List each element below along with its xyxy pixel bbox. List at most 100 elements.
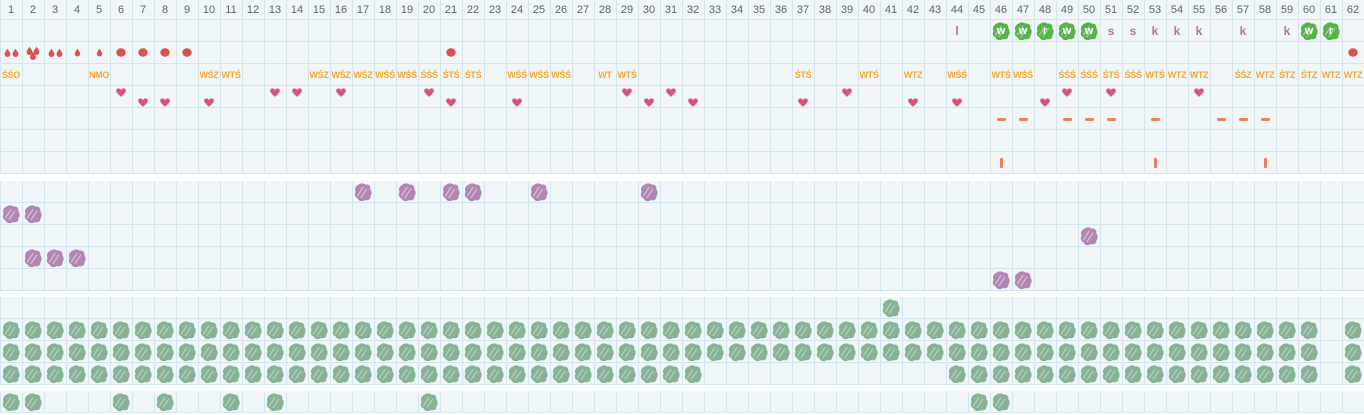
- cervix-code[interactable]: WTŚ: [221, 69, 241, 80]
- symptom-mark[interactable]: [418, 364, 440, 384]
- sensation-letter-blob[interactable]: w: [990, 21, 1012, 41]
- mucus-mark[interactable]: [66, 248, 88, 268]
- symptom-mark[interactable]: [396, 364, 418, 384]
- intercourse-mark[interactable]: [264, 87, 286, 98]
- sensation-letter[interactable]: k: [1239, 23, 1247, 38]
- symptom-mark[interactable]: [1034, 342, 1056, 362]
- symptom-mark[interactable]: [44, 320, 66, 340]
- symptom-mark[interactable]: [396, 342, 418, 362]
- symptom-mark[interactable]: [0, 364, 22, 384]
- symptom-mark[interactable]: [1188, 320, 1210, 340]
- symptom-mark[interactable]: [22, 364, 44, 384]
- dash-mark[interactable]: [1106, 118, 1116, 121]
- cervix-code[interactable]: WŚZ: [199, 69, 219, 80]
- symptom-mark[interactable]: [286, 364, 308, 384]
- symptom-mark[interactable]: [242, 342, 264, 362]
- symptom-mark[interactable]: [1232, 320, 1254, 340]
- symptom-mark[interactable]: [44, 342, 66, 362]
- symptom-mark[interactable]: [462, 364, 484, 384]
- intercourse-mark[interactable]: [638, 97, 660, 108]
- symptom-mark[interactable]: [1078, 342, 1100, 362]
- symptom-mark[interactable]: [264, 364, 286, 384]
- symptom-mark[interactable]: [858, 320, 880, 340]
- intercourse-mark[interactable]: [506, 97, 528, 108]
- symptom-mark[interactable]: [22, 320, 44, 340]
- symptom-mark[interactable]: [352, 342, 374, 362]
- symptom-mark[interactable]: [330, 364, 352, 384]
- cervix-code[interactable]: ŚTŚ: [464, 69, 482, 80]
- symptom-mark[interactable]: [968, 320, 990, 340]
- cervix-code[interactable]: NMO: [88, 69, 110, 80]
- mucus-mark[interactable]: [990, 270, 1012, 290]
- sensation-letter-blob[interactable]: w: [1012, 21, 1034, 41]
- symptom-mark[interactable]: [0, 342, 22, 362]
- symptom-mark[interactable]: [0, 320, 22, 340]
- symptom-mark[interactable]: [220, 320, 242, 340]
- cervix-code[interactable]: ŚTZ: [1300, 69, 1318, 80]
- symptom-mark[interactable]: [616, 364, 638, 384]
- intercourse-mark[interactable]: [154, 97, 176, 108]
- symptom-mark[interactable]: [220, 364, 242, 384]
- symptom-mark[interactable]: [1122, 364, 1144, 384]
- sensation-letter[interactable]: s: [1107, 23, 1115, 38]
- bleeding-mark[interactable]: [440, 42, 462, 63]
- symptom-mark[interactable]: [1034, 320, 1056, 340]
- symptom-mark[interactable]: [484, 320, 506, 340]
- dash-mark[interactable]: [1084, 118, 1094, 121]
- symptom-mark[interactable]: [990, 320, 1012, 340]
- mucus-mark[interactable]: [528, 182, 550, 202]
- mucus-mark[interactable]: [0, 204, 22, 224]
- symptom-mark[interactable]: [1188, 364, 1210, 384]
- sensation-letter-blob[interactable]: r: [1320, 21, 1342, 41]
- intercourse-mark[interactable]: [132, 97, 154, 108]
- intercourse-mark[interactable]: [286, 87, 308, 98]
- symptom-mark[interactable]: [1144, 320, 1166, 340]
- symptom-mark[interactable]: [110, 320, 132, 340]
- symptom-mark[interactable]: [770, 342, 792, 362]
- symptom-mark[interactable]: [550, 342, 572, 362]
- dash-mark[interactable]: [1238, 118, 1248, 121]
- cervix-code[interactable]: WŚŚ: [551, 69, 571, 80]
- symptom-mark[interactable]: [1254, 320, 1276, 340]
- symptom-mark[interactable]: [1342, 342, 1364, 362]
- symptom-mark[interactable]: [1012, 320, 1034, 340]
- cervix-code[interactable]: WŚZ: [331, 69, 351, 80]
- symptom-mark[interactable]: [286, 342, 308, 362]
- symptom-mark[interactable]: [1298, 320, 1320, 340]
- bleeding-mark[interactable]: [66, 42, 88, 63]
- cervix-code[interactable]: ŚTŚ: [794, 69, 812, 80]
- symptom-mark[interactable]: [1122, 320, 1144, 340]
- tick-mark[interactable]: [1153, 158, 1157, 168]
- cervix-code[interactable]: WTŚ: [991, 69, 1011, 80]
- bleeding-mark[interactable]: [22, 42, 44, 63]
- symptom-mark[interactable]: [638, 342, 660, 362]
- symptom-mark[interactable]: [594, 320, 616, 340]
- symptom-mark[interactable]: [330, 342, 352, 362]
- symptom-mark[interactable]: [264, 342, 286, 362]
- symptom-mark[interactable]: [616, 342, 638, 362]
- symptom-mark[interactable]: [506, 320, 528, 340]
- cervix-code[interactable]: WŚZ: [353, 69, 373, 80]
- cervix-code[interactable]: WTZ: [1343, 69, 1363, 80]
- symptom-mark[interactable]: [814, 342, 836, 362]
- bleeding-mark[interactable]: [44, 42, 66, 63]
- symptom-mark[interactable]: [682, 364, 704, 384]
- symptom-mark[interactable]: [1078, 364, 1100, 384]
- symptom-mark[interactable]: [1232, 364, 1254, 384]
- bleeding-mark[interactable]: [154, 42, 176, 63]
- symptom-mark[interactable]: [792, 342, 814, 362]
- symptom-mark[interactable]: [176, 364, 198, 384]
- symptom-mark[interactable]: [506, 342, 528, 362]
- cervix-code[interactable]: ŚŚO: [1, 69, 21, 80]
- intercourse-mark[interactable]: [902, 97, 924, 108]
- symptom-mark[interactable]: [198, 364, 220, 384]
- sensation-letter[interactable]: k: [1151, 23, 1159, 38]
- symptom-mark[interactable]: [110, 342, 132, 362]
- mucus-mark[interactable]: [396, 182, 418, 202]
- cervix-code[interactable]: WT: [598, 69, 612, 80]
- symptom-mark[interactable]: [330, 320, 352, 340]
- symptom-mark[interactable]: [572, 320, 594, 340]
- symptom-mark[interactable]: [1012, 364, 1034, 384]
- symptom-mark[interactable]: [110, 392, 132, 412]
- symptom-mark[interactable]: [638, 320, 660, 340]
